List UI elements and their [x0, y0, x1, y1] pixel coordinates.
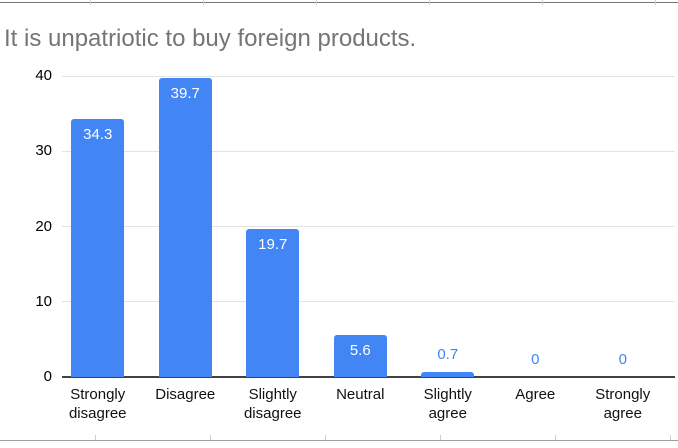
x-axis-category-label: Disagree: [155, 386, 216, 403]
bar-value-label: 0: [531, 351, 540, 368]
x-axis-category-label: Slightly disagree: [243, 386, 302, 422]
bar-value-label: 5.6: [349, 341, 371, 359]
x-axis-category-label: Strongly disagree: [68, 386, 127, 422]
sheet-gridline-top: [0, 2, 678, 3]
sheet-cell-border-stub: [210, 435, 211, 440]
sheet-cell-border-stub: [325, 435, 326, 440]
y-axis-tick-label: 0: [43, 368, 52, 385]
bar-value-label: 39.7: [170, 85, 200, 103]
sheet-cell-border-stub: [203, 0, 204, 5]
bar-value-label: 0.7: [437, 345, 459, 363]
y-gridline: [62, 75, 675, 77]
sheet-cell-border-stub: [670, 435, 671, 440]
bar-value-label: 0: [618, 351, 627, 368]
sheet-cell-border-stub: [542, 0, 543, 5]
x-axis-category-label: Agree: [515, 386, 556, 403]
y-axis-tick-label: 40: [35, 67, 52, 84]
x-axis-category-label: Strongly agree: [595, 386, 651, 422]
sheet-cell-border-stub: [316, 0, 317, 5]
sheet-cell-border-stub: [440, 435, 441, 440]
sheet-cell-border-stub: [555, 435, 556, 440]
y-axis-tick-label: 10: [35, 292, 52, 310]
sheet-cell-border-stub: [95, 435, 96, 440]
x-axis-category-label: Slightly agree: [423, 386, 472, 422]
bar-strongly-disagree: [71, 118, 125, 377]
y-axis-tick-label: 30: [35, 142, 52, 160]
sheet-cell-border-stub: [90, 0, 91, 5]
bar-disagree: [158, 78, 212, 377]
sheet-gridline-bottom: [0, 440, 678, 441]
x-axis-category-label: Neutral: [336, 386, 385, 403]
x-axis-baseline: [62, 376, 675, 378]
bar-value-label: 19.7: [258, 235, 288, 253]
bar-slightly-disagree: [246, 228, 300, 377]
bar-value-label: 34.3: [83, 125, 113, 143]
y-gridline: [62, 150, 675, 152]
sheet-cell-border-stub: [655, 0, 656, 5]
bar-neutral: [333, 334, 387, 377]
y-gridline: [62, 226, 675, 227]
sheet-cell-border-stub: [429, 0, 430, 5]
y-axis-tick-label: 20: [35, 217, 52, 235]
chart-title: It is unpatriotic to buy foreign product…: [4, 25, 417, 52]
bar-slightly-agree: [421, 371, 475, 377]
y-gridline: [62, 301, 675, 303]
